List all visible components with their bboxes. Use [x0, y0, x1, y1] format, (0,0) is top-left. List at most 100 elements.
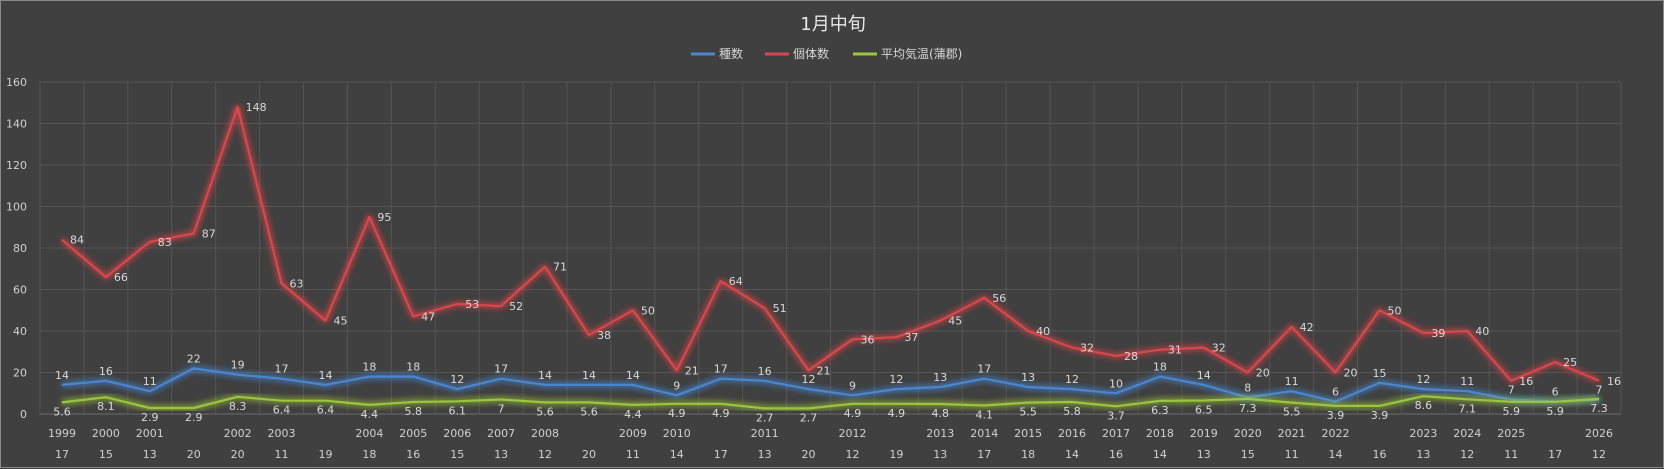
data-label: 8.1 [97, 400, 115, 413]
x-tick-label: 15 [99, 448, 113, 461]
data-label: 12 [802, 373, 816, 386]
x-tick-label: 13 [494, 448, 508, 461]
x-year-label: 2006 [443, 427, 471, 440]
y-axis: 0 20 40 60 80 100 120 140 160 [6, 76, 27, 421]
data-label: 71 [553, 261, 567, 274]
data-label: 56 [992, 292, 1006, 305]
data-label: 14 [55, 369, 69, 382]
data-label: 31 [1168, 344, 1182, 357]
data-label: 4.9 [888, 407, 906, 420]
chart-title: 1月中旬 [800, 14, 865, 35]
data-label: 52 [509, 300, 523, 313]
data-label: 87 [202, 227, 216, 240]
data-label: 5.8 [405, 405, 423, 418]
data-label: 19 [231, 359, 245, 372]
data-label: 50 [1387, 304, 1401, 317]
x-year-label: 2001 [136, 427, 164, 440]
data-label: 17 [714, 363, 728, 376]
data-label: 84 [70, 234, 84, 247]
legend-entry[interactable]: 個体数 [793, 46, 829, 61]
legend-entry[interactable]: 種数 [719, 46, 743, 61]
x-year-label: 2013 [926, 427, 954, 440]
x-tick-label: 13 [758, 448, 772, 461]
data-label: 7 [498, 402, 505, 415]
x-tick-label: 17 [977, 448, 991, 461]
x-tick-label: 11 [626, 448, 640, 461]
x-tick-label: 14 [1329, 448, 1343, 461]
series-line [61, 395, 1600, 410]
legend: 種数 個体数 平均気温(蒲郡) [691, 46, 962, 61]
data-label: 11 [1460, 375, 1474, 388]
data-label: 64 [729, 275, 743, 288]
y-tick-label: 80 [13, 242, 27, 255]
x-tick-label: 18 [1021, 448, 1035, 461]
data-label: 66 [114, 271, 128, 284]
data-label: 18 [362, 361, 376, 374]
data-label: 7 [1508, 383, 1515, 396]
series-line [61, 105, 1600, 382]
data-label: 28 [1124, 350, 1138, 363]
y-tick-label: 140 [6, 118, 27, 131]
x-tick-label: 16 [406, 448, 420, 461]
x-year-label: 2023 [1409, 427, 1437, 440]
x-tick-label: 18 [362, 448, 376, 461]
x-year-label: 2020 [1234, 427, 1262, 440]
x-year-label: 2016 [1058, 427, 1086, 440]
data-label: 14 [626, 369, 640, 382]
data-label: 8.3 [229, 400, 247, 413]
x-year-label: 2004 [355, 427, 383, 440]
data-label: 10 [1109, 377, 1123, 390]
data-label: 42 [1300, 321, 1314, 334]
data-label: 6 [1332, 386, 1339, 399]
data-label: 4.9 [712, 407, 730, 420]
x-tick-label: 17 [714, 448, 728, 461]
data-label: 6.5 [1195, 404, 1213, 417]
data-label: 25 [1563, 356, 1577, 369]
x-tick-label: 20 [187, 448, 201, 461]
data-label: 9 [673, 379, 680, 392]
x-tick-label: 17 [55, 448, 69, 461]
data-label: 14 [318, 369, 332, 382]
data-label: 6.3 [1151, 404, 1169, 417]
y-tick-label: 120 [6, 159, 27, 172]
x-tick-label: 20 [802, 448, 816, 461]
data-label: 13 [1021, 371, 1035, 384]
y-tick-label: 160 [6, 76, 27, 89]
data-label: 3.7 [1107, 409, 1125, 422]
data-label: 47 [421, 310, 435, 323]
data-label: 5.6 [53, 405, 71, 418]
x-year-label: 2005 [399, 427, 427, 440]
data-label: 51 [773, 302, 787, 315]
data-label: 7 [1596, 383, 1603, 396]
data-label: 12 [450, 373, 464, 386]
gridlines [39, 81, 1622, 415]
x-axis: 1999 17 2000 15 2001 13 20 2002 20 2003 11 19 2004 18… [48, 427, 1613, 461]
x-tick-label: 13 [933, 448, 947, 461]
x-year-label: 2018 [1146, 427, 1174, 440]
data-label: 22 [187, 352, 201, 365]
data-label: 83 [158, 236, 172, 249]
data-label: 14 [1197, 369, 1211, 382]
y-tick-label: 40 [13, 325, 27, 338]
data-label: 4.9 [844, 407, 862, 420]
data-labels: 14 16 11 22 19 17 14 18 18 12 17 14 14 14 9 17 16 12 9 12 13… [53, 101, 1621, 424]
x-year-label: 2019 [1190, 427, 1218, 440]
data-label: 7.3 [1590, 402, 1608, 415]
data-label: 40 [1036, 325, 1050, 338]
x-tick-label: 15 [450, 448, 464, 461]
data-label: 32 [1080, 342, 1094, 355]
x-tick-label: 14 [670, 448, 684, 461]
data-label: 12 [1065, 373, 1079, 386]
data-label: 2.7 [800, 411, 818, 424]
x-year-label: 2008 [531, 427, 559, 440]
x-year-label: 2017 [1102, 427, 1130, 440]
data-label: 7.3 [1239, 402, 1257, 415]
data-label: 40 [1475, 325, 1489, 338]
x-tick-label: 13 [1197, 448, 1211, 461]
data-label: 17 [494, 363, 508, 376]
x-year-label: 2024 [1453, 427, 1481, 440]
data-label: 13 [933, 371, 947, 384]
data-label: 8 [1244, 381, 1251, 394]
legend-entry[interactable]: 平均気温(蒲郡) [881, 46, 962, 61]
